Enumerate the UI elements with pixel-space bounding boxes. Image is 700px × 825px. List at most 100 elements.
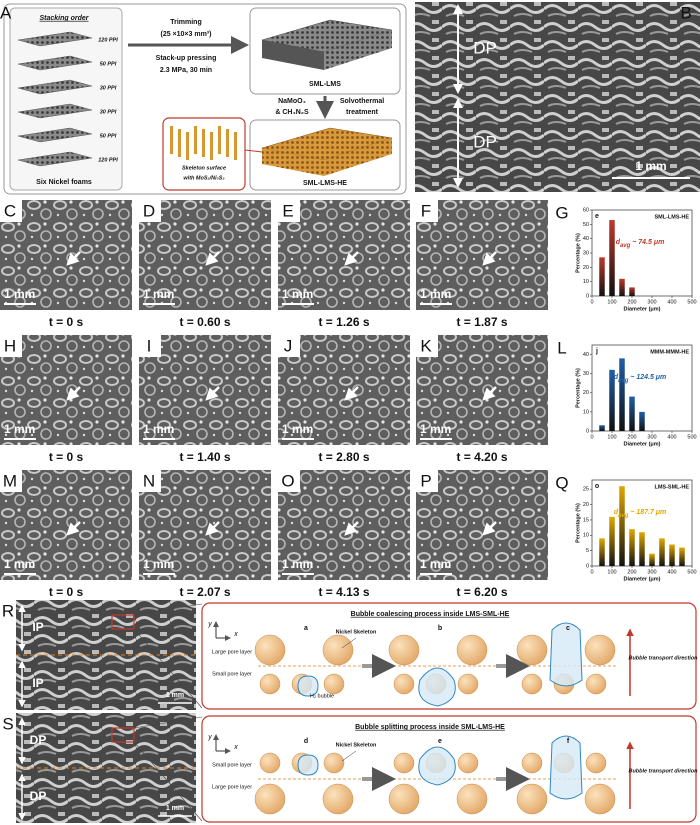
foam-sheet — [17, 151, 93, 167]
pore-sphere — [456, 783, 488, 815]
avg-symbol: d — [616, 239, 621, 246]
axis-label: x — [233, 631, 238, 638]
panel-letter: A — [0, 3, 12, 22]
scale-label: 1 mm — [282, 422, 313, 436]
avg-symbol: d — [614, 374, 619, 381]
pillar — [226, 129, 229, 157]
pore-sphere — [585, 752, 607, 774]
dp-label: DP — [473, 132, 497, 151]
pore-sphere — [323, 673, 345, 695]
bar — [609, 516, 615, 566]
bar — [659, 538, 665, 566]
scale-label: 1 mm — [420, 557, 451, 571]
bubble-arrow — [344, 386, 359, 401]
foam-sheet — [17, 127, 93, 143]
pillar — [210, 132, 213, 160]
foam-label: 120 PPI — [98, 37, 118, 43]
inset-text: Skeleton surface — [182, 165, 226, 171]
x-tick-label: 0 — [590, 569, 593, 575]
panel-letter: B — [680, 3, 691, 22]
time-label: t = 0 s — [49, 315, 84, 329]
skeleton-pointer — [341, 637, 357, 649]
avg-symbol: d — [614, 509, 619, 516]
bubble — [297, 675, 319, 697]
step-label: d — [304, 738, 308, 745]
bubble-arrow — [344, 251, 359, 266]
panel-letter: P — [420, 471, 431, 490]
zoom-line — [133, 603, 203, 616]
y-tick-label: 0 — [586, 563, 589, 569]
pillar — [170, 126, 173, 154]
avg-subscript: avg — [618, 513, 629, 519]
pore-sphere — [322, 634, 354, 666]
inset-text: with MoS₂/Ni₃S₂ — [183, 175, 224, 181]
avg-subscript: avg — [618, 378, 629, 384]
bar — [629, 396, 635, 431]
series-title: MMM-MMM-HE — [650, 349, 689, 355]
stack-box — [9, 7, 123, 191]
bubble-arrow — [205, 251, 220, 266]
avg-value: ~ 124.5 μm — [628, 374, 666, 381]
subplot-letter: o — [595, 483, 599, 490]
y-tick-label: 30 — [583, 371, 589, 377]
step-label: f — [567, 738, 570, 745]
panel-letter: S — [2, 714, 13, 733]
bubble — [418, 667, 456, 707]
scale-label: 1 mm — [4, 557, 35, 571]
panel-letter: I — [147, 336, 152, 355]
inset-connector — [244, 149, 263, 153]
bubble — [549, 735, 583, 800]
y-tick-label: 20 — [583, 390, 589, 396]
bar — [599, 425, 605, 431]
x-tick-label: 500 — [687, 569, 696, 575]
bubble-arrow — [344, 521, 359, 536]
layer-name: Large pore layer — [212, 649, 252, 655]
skeleton-pointer — [341, 750, 357, 762]
foam-sheet — [17, 55, 93, 71]
foam-label: 30 PPI — [100, 109, 117, 115]
zoom-box — [111, 727, 135, 743]
time-label: t = 2.80 s — [318, 450, 369, 464]
panel-letter: M — [3, 471, 17, 490]
letter-bg — [0, 200, 22, 222]
pore-sphere — [322, 783, 354, 815]
pore-sphere — [254, 783, 286, 815]
y-tick-label: 20 — [583, 502, 589, 508]
x-tick-label: 400 — [667, 569, 676, 575]
letter-bg — [0, 335, 22, 357]
layer-name: Large pore layer — [212, 784, 252, 790]
x-tick-label: 400 — [667, 434, 676, 440]
plot-frame — [591, 209, 693, 297]
schematic-title: Bubble splitting process inside SML-LMS-… — [355, 724, 505, 731]
step-label: e — [438, 738, 442, 745]
layer-name: Small pore layer — [212, 762, 252, 768]
panel-letter: L — [557, 338, 566, 357]
bar — [649, 553, 655, 566]
foams-caption: Six Nickel foams — [36, 179, 92, 186]
pore-sphere — [521, 752, 543, 774]
bubble-arrow — [482, 521, 497, 536]
bar — [639, 411, 645, 431]
letter-bg — [139, 470, 161, 492]
pore-sphere — [521, 673, 543, 695]
panel-letter: R — [2, 601, 14, 620]
bubble — [418, 746, 456, 786]
pillar — [194, 126, 197, 154]
y-tick-label: 10 — [583, 533, 589, 539]
bubble-arrow — [205, 521, 220, 536]
y-tick-label: 30 — [583, 250, 589, 256]
time-label: t = 4.20 s — [456, 450, 507, 464]
panel-letter: J — [284, 336, 293, 355]
scale-label: 1 mm — [4, 287, 35, 301]
panel-letter: Q — [555, 473, 568, 492]
treatment: treatment — [346, 109, 379, 116]
bar — [669, 544, 675, 566]
bar — [629, 529, 635, 566]
transport-label: Bubble transport direction — [628, 768, 698, 774]
y-tick-label: 25 — [583, 487, 589, 493]
bar — [619, 278, 625, 296]
bar — [609, 369, 615, 431]
foam-block-front — [324, 30, 392, 70]
pore-sphere — [323, 752, 345, 774]
